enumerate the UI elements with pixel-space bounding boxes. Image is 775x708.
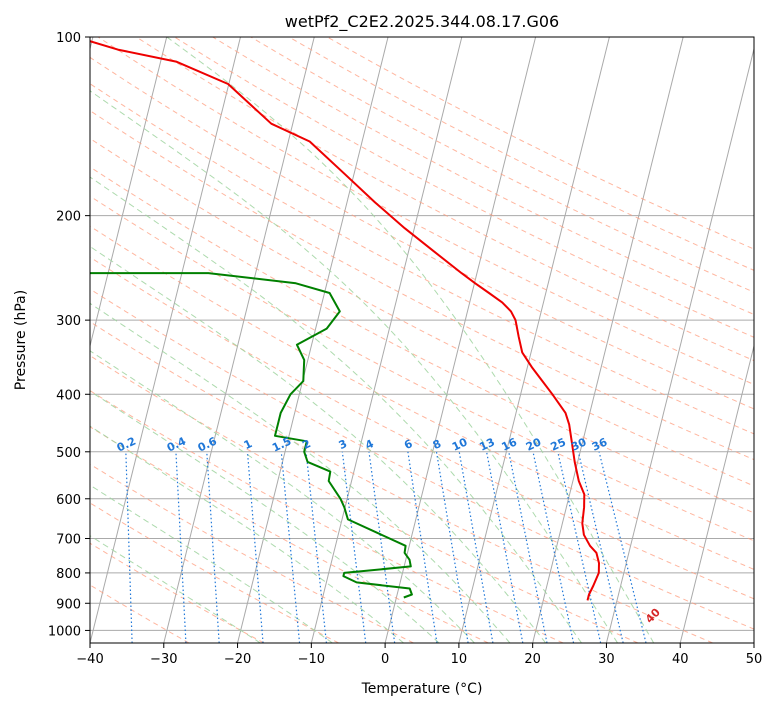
x-tick-label: 0 xyxy=(381,652,389,667)
mixing-ratio-line xyxy=(598,451,647,643)
dry-adiabat-line xyxy=(90,426,489,643)
x-axis-label: Temperature (°C) xyxy=(361,681,483,697)
mixing-ratio-line xyxy=(557,451,602,643)
moist-adiabat-line xyxy=(90,90,618,643)
mixing-ratio-line xyxy=(458,451,494,643)
dry-adiabat-line xyxy=(97,37,754,385)
y-tick-label: 300 xyxy=(56,314,81,329)
mixing-ratio-line xyxy=(407,451,438,643)
mixing-ratio-label: 13 xyxy=(477,435,496,453)
profile-lines xyxy=(90,40,600,601)
y-tick-label: 500 xyxy=(56,446,81,461)
mixing-ratio-line xyxy=(305,451,328,643)
y-tick-label: 400 xyxy=(56,388,81,403)
y-axis-label: Pressure (hPa) xyxy=(13,290,29,390)
chart-title: wetPf2_C2E2.2025.344.08.17.G06 xyxy=(285,12,559,32)
x-tick-label: 30 xyxy=(598,652,615,667)
mixing-ratio-label: 16 xyxy=(500,435,520,453)
isotherm-line xyxy=(532,37,684,643)
isotherm-line xyxy=(163,37,315,643)
mixing-ratio-label: 25 xyxy=(549,435,568,453)
mixing-ratio-line xyxy=(341,451,367,643)
mixing-ratio-label: 36 xyxy=(590,435,610,453)
y-tick-label: 200 xyxy=(56,210,81,225)
x-tick-label: −10 xyxy=(298,652,325,667)
isotherm-line xyxy=(384,37,537,643)
x-tick-label: −30 xyxy=(150,652,177,667)
isotherm-line xyxy=(237,37,389,643)
mixing-ratio-line xyxy=(532,451,575,643)
isotherm-line xyxy=(605,46,754,643)
dry-adiabat-line xyxy=(90,225,754,570)
mixing-ratio-line xyxy=(435,451,469,643)
dry-adiabat-line xyxy=(90,256,754,600)
y-tick-label: 1000 xyxy=(48,624,81,639)
dry-adiabat-line xyxy=(90,390,564,643)
dry-adiabat-line xyxy=(90,83,754,435)
x-tick-label: −20 xyxy=(224,652,251,667)
moist-adiabat-line xyxy=(90,484,333,643)
isotherm-line xyxy=(90,37,168,348)
x-tick-label: −40 xyxy=(76,652,103,667)
x-tick-label: 10 xyxy=(451,652,468,667)
y-tick-label: 100 xyxy=(56,31,81,46)
axes: −40 −30 −20 −10 0 10 20 30 40 50 100 200 300 400 500 60… xyxy=(48,31,762,667)
isotherm-line xyxy=(310,37,463,643)
x-tick-label: 40 xyxy=(672,652,689,667)
mixing-ratio-label: 10 xyxy=(450,435,470,453)
isotherm-line xyxy=(458,37,610,643)
mixing-ratio-label: 30 xyxy=(569,435,589,453)
moist-adiabat-line xyxy=(90,302,511,643)
y-tick-label: 900 xyxy=(56,597,81,612)
moist-adiabat-line xyxy=(90,176,582,643)
mixing-ratio-line xyxy=(368,451,396,643)
mixing-ratio-line xyxy=(508,451,548,643)
mixing-ratio-label: 20 xyxy=(524,435,544,453)
dry-adiabat-line xyxy=(250,37,754,293)
mixing-ratio-line xyxy=(486,451,524,643)
dry-adiabat-line xyxy=(90,288,754,630)
y-tick-label: 600 xyxy=(56,493,81,508)
dry-adiabat-line xyxy=(90,110,754,461)
isotherm-line xyxy=(679,343,754,643)
dry-adiabat-line xyxy=(90,355,639,643)
isotherm-line xyxy=(90,37,241,643)
moist-adiabat-line xyxy=(90,245,547,643)
x-tick-label: 50 xyxy=(746,652,763,667)
mixing-ratio-line xyxy=(577,451,624,643)
dry-adiabat-line xyxy=(90,463,414,643)
dry-adiabat-line xyxy=(90,584,190,643)
dry-adiabat-line xyxy=(174,37,754,338)
y-tick-label: 700 xyxy=(56,533,81,548)
x-tick-label: 20 xyxy=(524,652,541,667)
mixing-ratio-line xyxy=(280,451,301,643)
moist-adiabat-line xyxy=(90,390,440,643)
y-tick-label: 800 xyxy=(56,567,81,582)
plot-frame xyxy=(89,36,755,644)
